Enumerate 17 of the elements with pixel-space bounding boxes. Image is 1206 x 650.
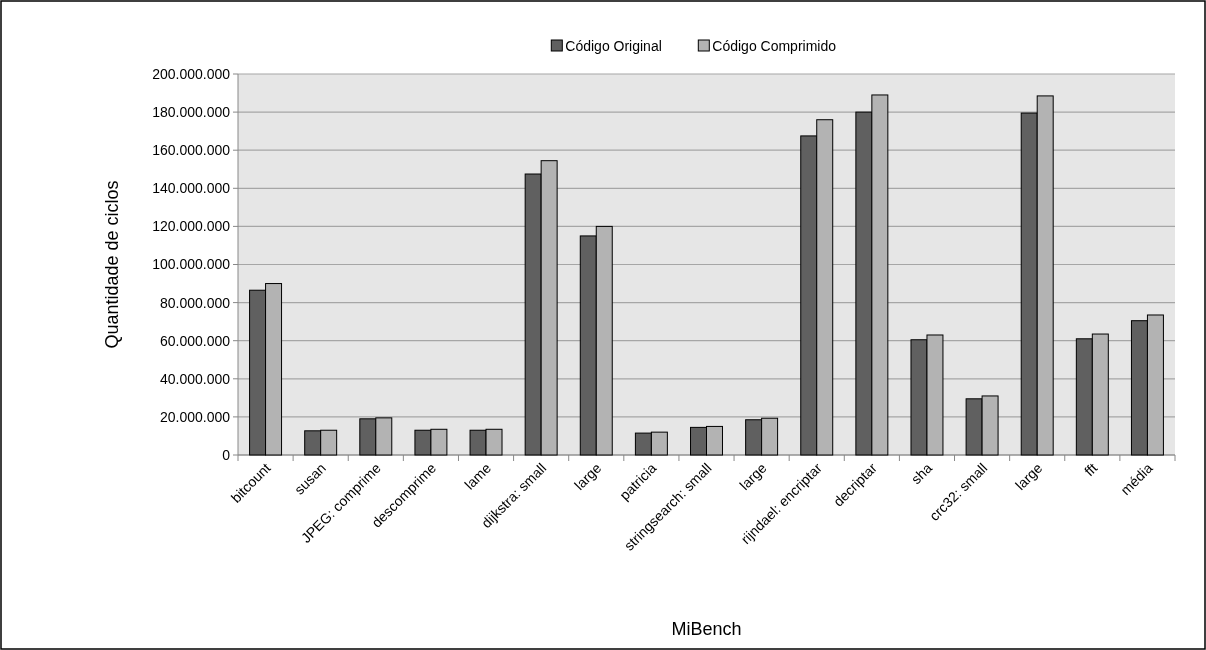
x-tick-label: sha bbox=[907, 459, 936, 488]
y-tick-label: 0 bbox=[222, 446, 231, 463]
y-tick-label: 160.000.000 bbox=[152, 142, 231, 159]
y-tick-label: 120.000.000 bbox=[152, 218, 231, 235]
y-tick-label: 20.000.000 bbox=[159, 408, 231, 425]
y-tick-label: 80.000.000 bbox=[159, 294, 231, 311]
x-axis-title: MiBench bbox=[671, 619, 742, 639]
x-tick-label: fft bbox=[1081, 459, 1101, 480]
legend-label: Código Comprimido bbox=[712, 37, 837, 54]
y-tick-label: 200.000.000 bbox=[152, 65, 231, 82]
y-tick-label: 100.000.000 bbox=[152, 256, 231, 273]
y-axis-title: Quantidade de ciclos bbox=[102, 180, 122, 349]
y-tick-label: 40.000.000 bbox=[159, 370, 231, 387]
y-tick-label: 140.000.000 bbox=[152, 180, 231, 197]
legend-label: Código Original bbox=[565, 37, 662, 54]
y-tick-label: 180.000.000 bbox=[152, 104, 231, 120]
y-tick-label: 60.000.000 bbox=[159, 332, 231, 349]
